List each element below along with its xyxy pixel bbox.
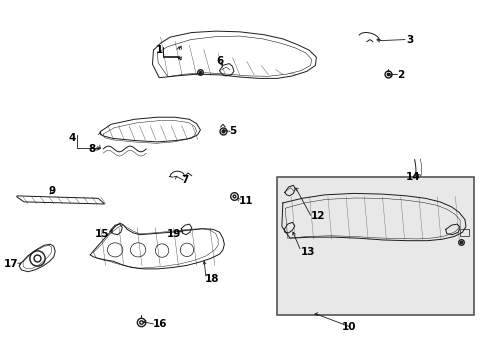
- Text: 17: 17: [4, 259, 18, 269]
- Text: 11: 11: [238, 196, 253, 206]
- Text: 1: 1: [156, 45, 163, 55]
- Text: 6: 6: [216, 56, 223, 66]
- Text: 10: 10: [341, 323, 355, 333]
- Text: 8: 8: [89, 144, 96, 154]
- Text: 3: 3: [406, 35, 413, 45]
- Text: 14: 14: [406, 172, 420, 182]
- Bar: [459, 229, 468, 237]
- Text: 13: 13: [301, 247, 315, 257]
- Text: 5: 5: [229, 126, 236, 136]
- Text: 7: 7: [181, 175, 188, 185]
- Text: 12: 12: [310, 211, 325, 221]
- Text: 4: 4: [68, 133, 76, 143]
- Text: 19: 19: [166, 229, 181, 239]
- Text: 2: 2: [396, 70, 403, 80]
- Bar: [277, 177, 472, 315]
- Text: 16: 16: [152, 319, 166, 329]
- Text: 15: 15: [95, 229, 109, 239]
- Text: 9: 9: [48, 186, 55, 196]
- Text: 18: 18: [205, 274, 219, 284]
